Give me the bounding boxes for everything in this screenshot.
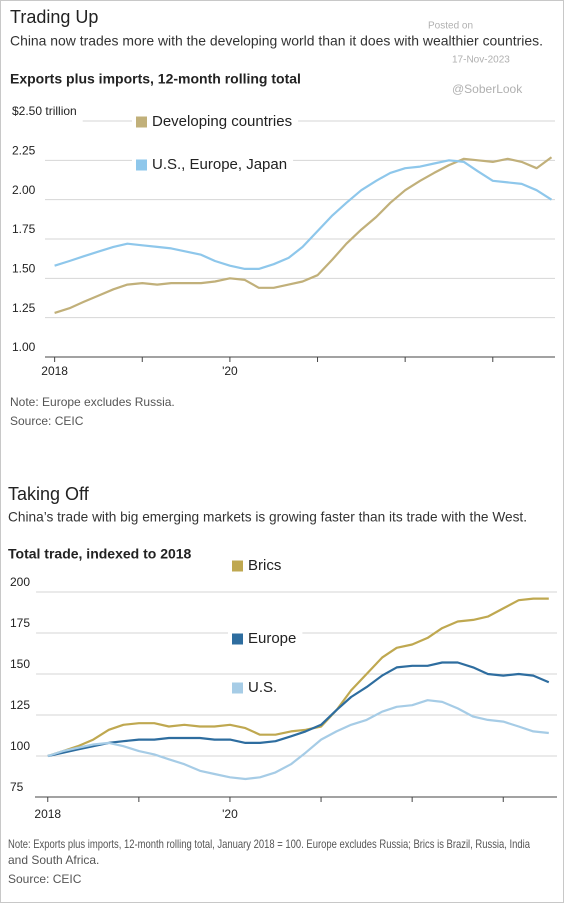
- legend-label: U.S., Europe, Japan: [152, 156, 287, 173]
- y-tick-label: 2.25: [12, 144, 36, 158]
- note: Note: Europe excludes Russia.: [10, 395, 175, 409]
- legend-label: U.S.: [248, 679, 277, 696]
- y-tick-label: 175: [10, 616, 30, 630]
- y-tick-label: $2.50 trillion: [12, 104, 77, 118]
- note: Note: Exports plus imports, 12-month rol…: [8, 837, 530, 851]
- series-line: [54, 159, 553, 270]
- legend-swatch: [232, 682, 243, 694]
- y-tick-label: 150: [10, 657, 30, 671]
- watermark: Posted on: [428, 21, 473, 32]
- y-tick-label: 1.25: [12, 301, 36, 315]
- legend-label: Developing countries: [152, 113, 292, 130]
- legend-swatch: [136, 159, 147, 171]
- legend-swatch: [232, 633, 243, 645]
- y-tick-label: 1.75: [12, 222, 36, 236]
- series-line: [47, 699, 549, 781]
- y-tick-label: 1.50: [12, 262, 36, 276]
- series-line: [47, 661, 550, 758]
- source: Source: CEIC: [8, 872, 82, 886]
- y-tick-label: 100: [10, 739, 30, 753]
- series-line: [47, 597, 549, 758]
- chart-subtitle: China now trades more with the developin…: [10, 33, 543, 49]
- note: and South Africa.: [8, 853, 99, 867]
- legend-bg: [132, 111, 299, 133]
- watermark: 17-Nov-2023: [452, 55, 510, 66]
- y-tick-label: 2.00: [12, 183, 36, 197]
- x-tick-label: 2018: [34, 807, 61, 821]
- chart-title: Trading Up: [10, 7, 98, 27]
- source: Source: CEIC: [10, 414, 84, 428]
- x-tick-label: '20: [222, 807, 238, 821]
- series-line: [54, 156, 553, 314]
- watermark: @SoberLook: [452, 82, 523, 96]
- axis-label: Exports plus imports, 12-month rolling t…: [10, 71, 301, 87]
- legend-swatch: [232, 560, 243, 572]
- y-tick-label: 75: [10, 780, 24, 794]
- legend-bg: [228, 628, 303, 650]
- legend-label: Europe: [248, 630, 296, 647]
- legend-label: Brics: [248, 557, 281, 574]
- x-tick-label: '20: [222, 364, 238, 378]
- legend-bg: [132, 154, 294, 176]
- y-tick-label: 200: [10, 575, 30, 589]
- legend-swatch: [136, 116, 147, 128]
- x-tick-label: 2018: [41, 364, 68, 378]
- chart-subtitle: China’s trade with big emerging markets …: [8, 509, 527, 525]
- chart-title: Taking Off: [8, 484, 90, 504]
- axis-label: Total trade, indexed to 2018: [8, 546, 192, 562]
- y-tick-label: 125: [10, 698, 30, 712]
- y-tick-label: 1.00: [12, 340, 36, 354]
